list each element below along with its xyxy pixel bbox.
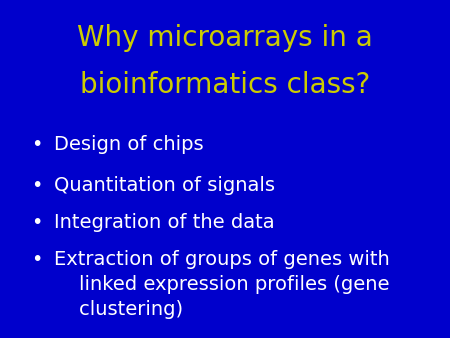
Text: Extraction of groups of genes with
    linked expression profiles (gene
    clus: Extraction of groups of genes with linke…: [54, 250, 390, 319]
Text: Integration of the data: Integration of the data: [54, 213, 274, 232]
Text: •: •: [32, 135, 43, 154]
Text: •: •: [32, 250, 43, 269]
Text: •: •: [32, 176, 43, 195]
Text: Design of chips: Design of chips: [54, 135, 203, 154]
Text: bioinformatics class?: bioinformatics class?: [80, 71, 370, 99]
Text: •: •: [32, 213, 43, 232]
Text: Quantitation of signals: Quantitation of signals: [54, 176, 275, 195]
Text: Why microarrays in a: Why microarrays in a: [77, 24, 373, 52]
